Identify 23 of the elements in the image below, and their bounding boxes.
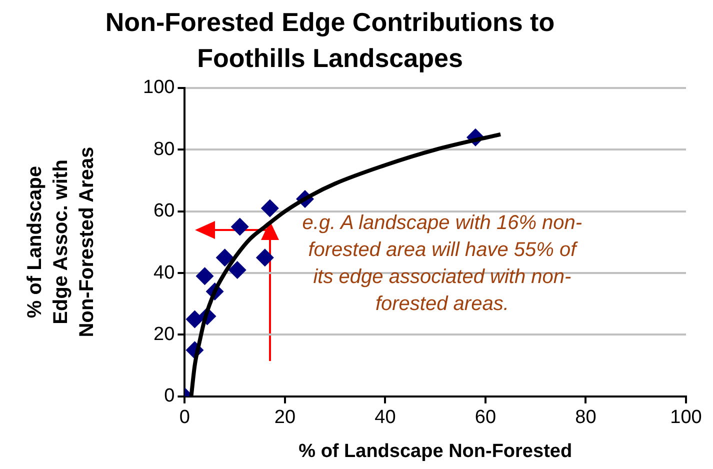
y-tick-label: 20	[154, 324, 175, 345]
point	[196, 267, 214, 286]
x-tick-label: 100	[670, 407, 702, 428]
y-tick-label: 40	[154, 262, 175, 284]
point	[256, 248, 274, 267]
x-tick-label: 80	[575, 407, 596, 428]
x-axis-title: % of Landscape Non-Forested	[298, 440, 572, 462]
x-tick-label: 40	[374, 407, 396, 428]
y-tick-label: 100	[143, 77, 175, 98]
y-tick-label: 60	[154, 200, 175, 222]
x-tick-label: 60	[474, 407, 496, 428]
point	[230, 218, 249, 236]
y-tick-label: 0	[164, 386, 175, 407]
point	[260, 199, 279, 218]
point	[216, 248, 234, 267]
x-tick-label: 20	[274, 407, 296, 428]
x-tick-label: 0	[179, 407, 190, 428]
point	[186, 310, 204, 328]
annotation: e.g. A landscape with 16% non-forested area will have 55% of its edge associated with non-forested areas.	[301, 211, 584, 317]
y-axis-title: % of Landscape Edge Assoc. with Non-Forested Areas	[23, 146, 99, 340]
point	[228, 260, 246, 279]
chart-title: Non-Forested Edge Contributions to Foothills Landscapes	[104, 6, 556, 75]
y-tick-label: 80	[154, 138, 175, 160]
